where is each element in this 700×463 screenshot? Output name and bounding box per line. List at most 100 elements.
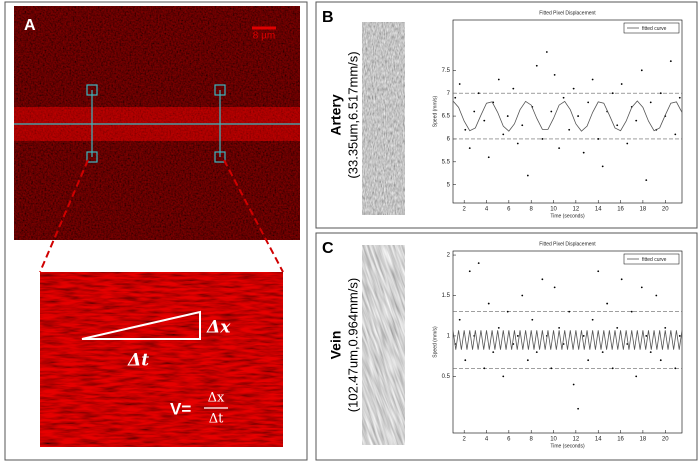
data-point [558,326,561,329]
y-axis-label: Speed (mm/s) [432,326,438,358]
x-tick-label: 12 [573,437,580,443]
y-tick-label: 5 [447,182,451,188]
data-point [620,278,623,281]
legend-box [623,22,680,34]
x-tick-label: 10 [550,207,557,213]
y-axis-label: Speed (mm/s) [432,95,438,127]
y-tick-label: 6 [447,137,451,143]
data-point [497,78,500,81]
data-point [535,64,538,67]
data-point [640,69,643,72]
data-point [521,124,524,127]
data-point [591,78,594,81]
x-tick-label: 6 [507,207,511,213]
data-point [649,101,652,104]
y-tick-label: 7.5 [442,68,451,74]
data-point [477,262,480,265]
x-axis-label: Time (seconds) [550,213,585,219]
data-point [521,294,524,297]
data-point [601,165,604,168]
x-tick-label: 16 [617,207,624,213]
data-point [601,351,604,354]
data-point [611,92,614,95]
data-point [674,133,677,136]
data-point [645,179,648,182]
data-point [630,310,633,313]
zoom-line [223,159,284,273]
data-point [635,375,638,378]
data-point [587,101,590,104]
data-point [464,128,467,131]
kymograph-group [362,244,406,445]
data-point [553,286,556,289]
plot-area [452,250,683,434]
data-point [597,138,600,140]
data-point [616,124,619,127]
x-axis-label: Time (seconds) [550,443,585,449]
data-point [550,367,553,370]
y-tick-label: 1 [447,334,451,340]
data-point [464,359,467,362]
data-point [516,335,519,337]
data-point [506,310,509,313]
data-point [562,96,565,99]
data-point [492,351,495,354]
data-point [553,74,556,76]
kymograph [362,244,406,445]
data-point [477,92,480,95]
x-tick-label: 14 [595,207,602,213]
data-point [545,51,548,53]
zoom-texture [40,272,283,447]
data-point [458,318,461,321]
x-tick-label: 8 [530,207,534,213]
data-point [487,302,490,305]
panel-label: C [322,240,334,257]
x-tick-label: 18 [640,207,647,213]
formula-denominator: Δt [209,412,224,427]
panel-label: B [322,9,334,26]
y-tick-label: 5.5 [442,159,451,165]
data-point [502,375,505,378]
y-tick-label: 6.5 [442,114,451,120]
zoom-line [39,159,89,273]
y-tick-label: 2 [447,253,451,259]
legend-label: fitted curve [642,257,667,263]
data-point [568,128,571,131]
x-tick-label: 10 [550,437,557,443]
data-point [541,138,544,140]
vessel-measurement: (33.35um,6.517mm/s) [345,51,360,178]
y-tick-label: 1.5 [442,293,451,299]
data-point [468,147,471,150]
data-point [483,119,486,122]
x-tick-label: 4 [485,437,489,443]
data-point [664,326,667,329]
data-point [620,83,623,85]
data-point [611,367,614,370]
delta-x: Δx [206,318,231,338]
data-point [512,87,515,90]
x-tick-label: 20 [662,437,669,443]
x-tick-label: 12 [573,207,580,213]
delta-t: Δt [127,351,149,371]
x-tick-label: 16 [617,437,624,443]
legend-box [623,253,680,265]
data-point [655,294,658,297]
y-tick-label: 7 [447,91,451,97]
vessel-name: Artery [328,94,344,135]
data-point [591,318,594,321]
data-point [516,142,519,145]
data-point [487,156,490,159]
x-tick-label: 2 [462,207,466,213]
data-point [635,119,638,122]
data-point [616,326,619,329]
data-point [597,270,600,273]
chart-title: Fitted Pixel Displacement [539,10,596,16]
vessel-name: Vein [328,331,344,360]
data-point [640,286,643,289]
data-point [659,359,662,362]
chart-title: Fitted Pixel Displacement [539,241,596,247]
x-tick-label: 20 [662,207,669,213]
data-point [649,351,652,354]
x-tick-label: 6 [507,437,511,443]
